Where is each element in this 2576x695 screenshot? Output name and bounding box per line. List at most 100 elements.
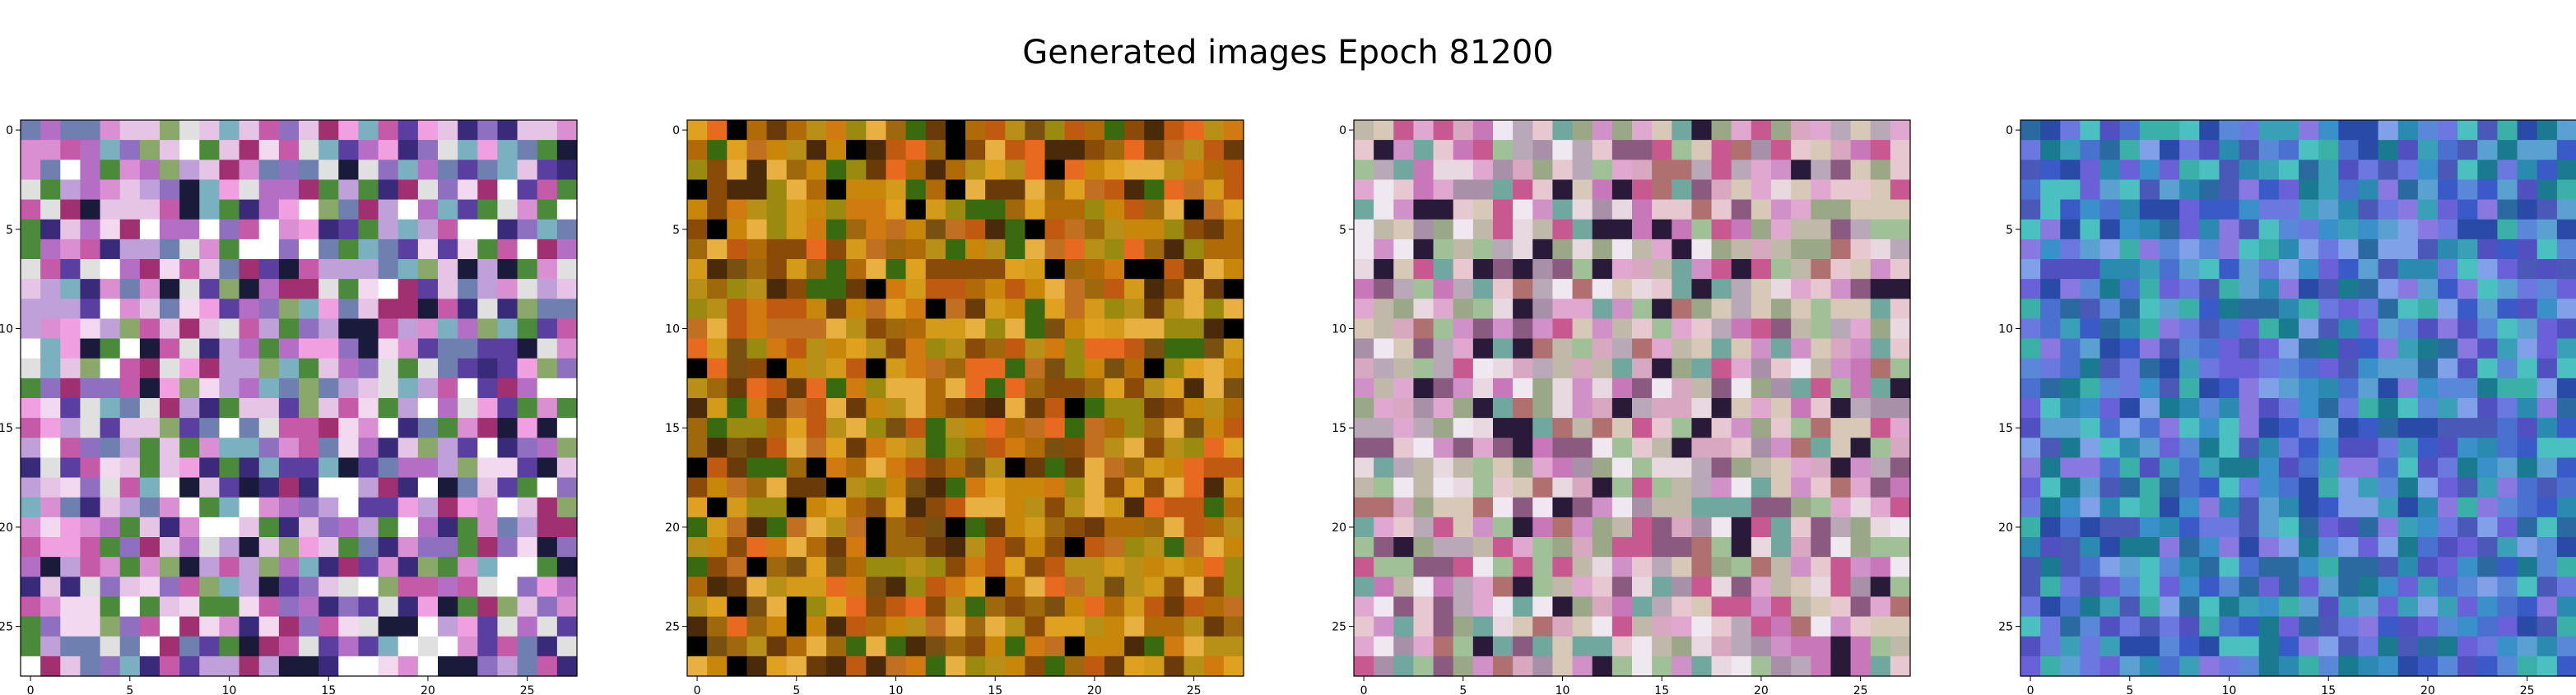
pixel-cell <box>905 140 927 160</box>
pixel-cell <box>1472 418 1494 438</box>
pixel-cell <box>2199 596 2220 618</box>
pixel-cell <box>2278 199 2299 220</box>
pixel-cell <box>1104 577 1125 598</box>
pixel-cell <box>21 140 41 160</box>
pixel-cell <box>378 656 399 677</box>
pixel-cell <box>2338 537 2360 558</box>
pixel-cell <box>1064 477 1086 498</box>
pixel-cell <box>517 259 538 280</box>
pixel-cell <box>727 497 748 518</box>
pixel-cell <box>1413 557 1434 577</box>
pixel-cell <box>786 279 807 299</box>
pixel-cell <box>2556 219 2576 240</box>
pixel-cell <box>2556 537 2576 558</box>
pixel-cell <box>278 656 300 677</box>
pixel-cell <box>905 457 927 479</box>
pixel-cell <box>1611 140 1633 160</box>
pixel-cell <box>1552 497 1574 518</box>
pixel-cell <box>786 596 807 618</box>
pixel-cell <box>2258 636 2280 657</box>
pixel-cell <box>1203 219 1225 240</box>
pixel-cell <box>2299 358 2319 379</box>
pixel-cell <box>2060 636 2081 657</box>
pixel-cell <box>1433 219 1454 240</box>
pixel-cell <box>1850 338 1872 359</box>
pixel-cell <box>1393 239 1415 260</box>
pixel-cell <box>2497 497 2518 518</box>
pixel-cell <box>1572 457 1593 479</box>
pixel-cell <box>1532 418 1554 438</box>
pixel-cell <box>2080 636 2101 657</box>
pixel-cell <box>2179 299 2200 320</box>
pixel-cell <box>2536 239 2558 260</box>
pixel-cell <box>358 517 379 538</box>
pixel-cell <box>2139 279 2160 299</box>
pixel-cell <box>1691 120 1713 141</box>
pixel-cell <box>60 318 81 340</box>
pixel-cell <box>1830 318 1852 340</box>
pixel-cell <box>2239 179 2260 201</box>
pixel-cell <box>458 318 478 340</box>
pixel-cell <box>2060 477 2081 498</box>
pixel-cell <box>1005 577 1026 598</box>
pixel-cell <box>358 299 379 320</box>
pixel-cell <box>2199 160 2220 181</box>
pixel-cell <box>2457 299 2478 320</box>
pixel-cell <box>866 199 887 220</box>
pixel-cell <box>40 438 61 459</box>
pixel-cell <box>239 418 260 438</box>
pixel-cell <box>1513 179 1533 201</box>
pixel-cell <box>398 477 419 498</box>
pixel-cell <box>2099 179 2121 201</box>
pixel-cell <box>866 596 887 618</box>
pixel-cell <box>2378 358 2399 379</box>
pixel-cell <box>319 577 339 598</box>
pixel-cell <box>1751 140 1772 160</box>
pixel-cell <box>239 438 260 459</box>
pixel-cell <box>258 537 280 558</box>
pixel-cell <box>886 279 907 299</box>
pixel-cell <box>219 279 240 299</box>
pixel-cell <box>1164 457 1185 479</box>
pixel-cell <box>1183 616 1205 637</box>
pixel-cell <box>1124 596 1145 618</box>
pixel-cell <box>826 179 847 201</box>
pixel-cell <box>1870 577 1891 598</box>
pixel-cell <box>1223 219 1244 240</box>
pixel-cell <box>139 239 160 260</box>
pixel-cell <box>40 279 61 299</box>
pixel-cell <box>2358 239 2379 260</box>
pixel-cell <box>1691 398 1713 419</box>
pixel-cell <box>985 378 1006 399</box>
pixel-cell <box>1493 537 1514 558</box>
axes-frame <box>2020 119 2576 677</box>
pixel-cell <box>80 616 101 637</box>
pixel-cell <box>2099 378 2121 399</box>
pixel-cell <box>139 457 160 479</box>
pixel-cell <box>1632 497 1653 518</box>
pixel-cell <box>2119 418 2141 438</box>
pixel-cell <box>846 160 867 181</box>
pixel-cell <box>2299 577 2319 598</box>
pixel-cell <box>1064 318 1086 340</box>
pixel-cell <box>378 418 399 438</box>
pixel-cell <box>2338 418 2360 438</box>
pixel-cell <box>1374 358 1394 379</box>
pixel-cell <box>160 239 180 260</box>
pixel-cell <box>866 140 887 160</box>
pixel-cell <box>2358 179 2379 201</box>
pixel-cell <box>2219 160 2240 181</box>
pixel-cell <box>1413 537 1434 558</box>
pixel-cell <box>2338 477 2360 498</box>
pixel-cell <box>2299 477 2319 498</box>
pixel-cell <box>1532 656 1554 677</box>
pixel-cell <box>2099 358 2121 379</box>
pixel-cell <box>2219 596 2240 618</box>
pixel-cell <box>1890 517 1911 538</box>
pixel-cell <box>846 636 867 657</box>
pixel-cell <box>2119 557 2141 577</box>
pixel-cell <box>1830 577 1852 598</box>
pixel-cell <box>2160 279 2180 299</box>
pixel-cell <box>965 199 986 220</box>
pixel-cell <box>945 438 966 459</box>
